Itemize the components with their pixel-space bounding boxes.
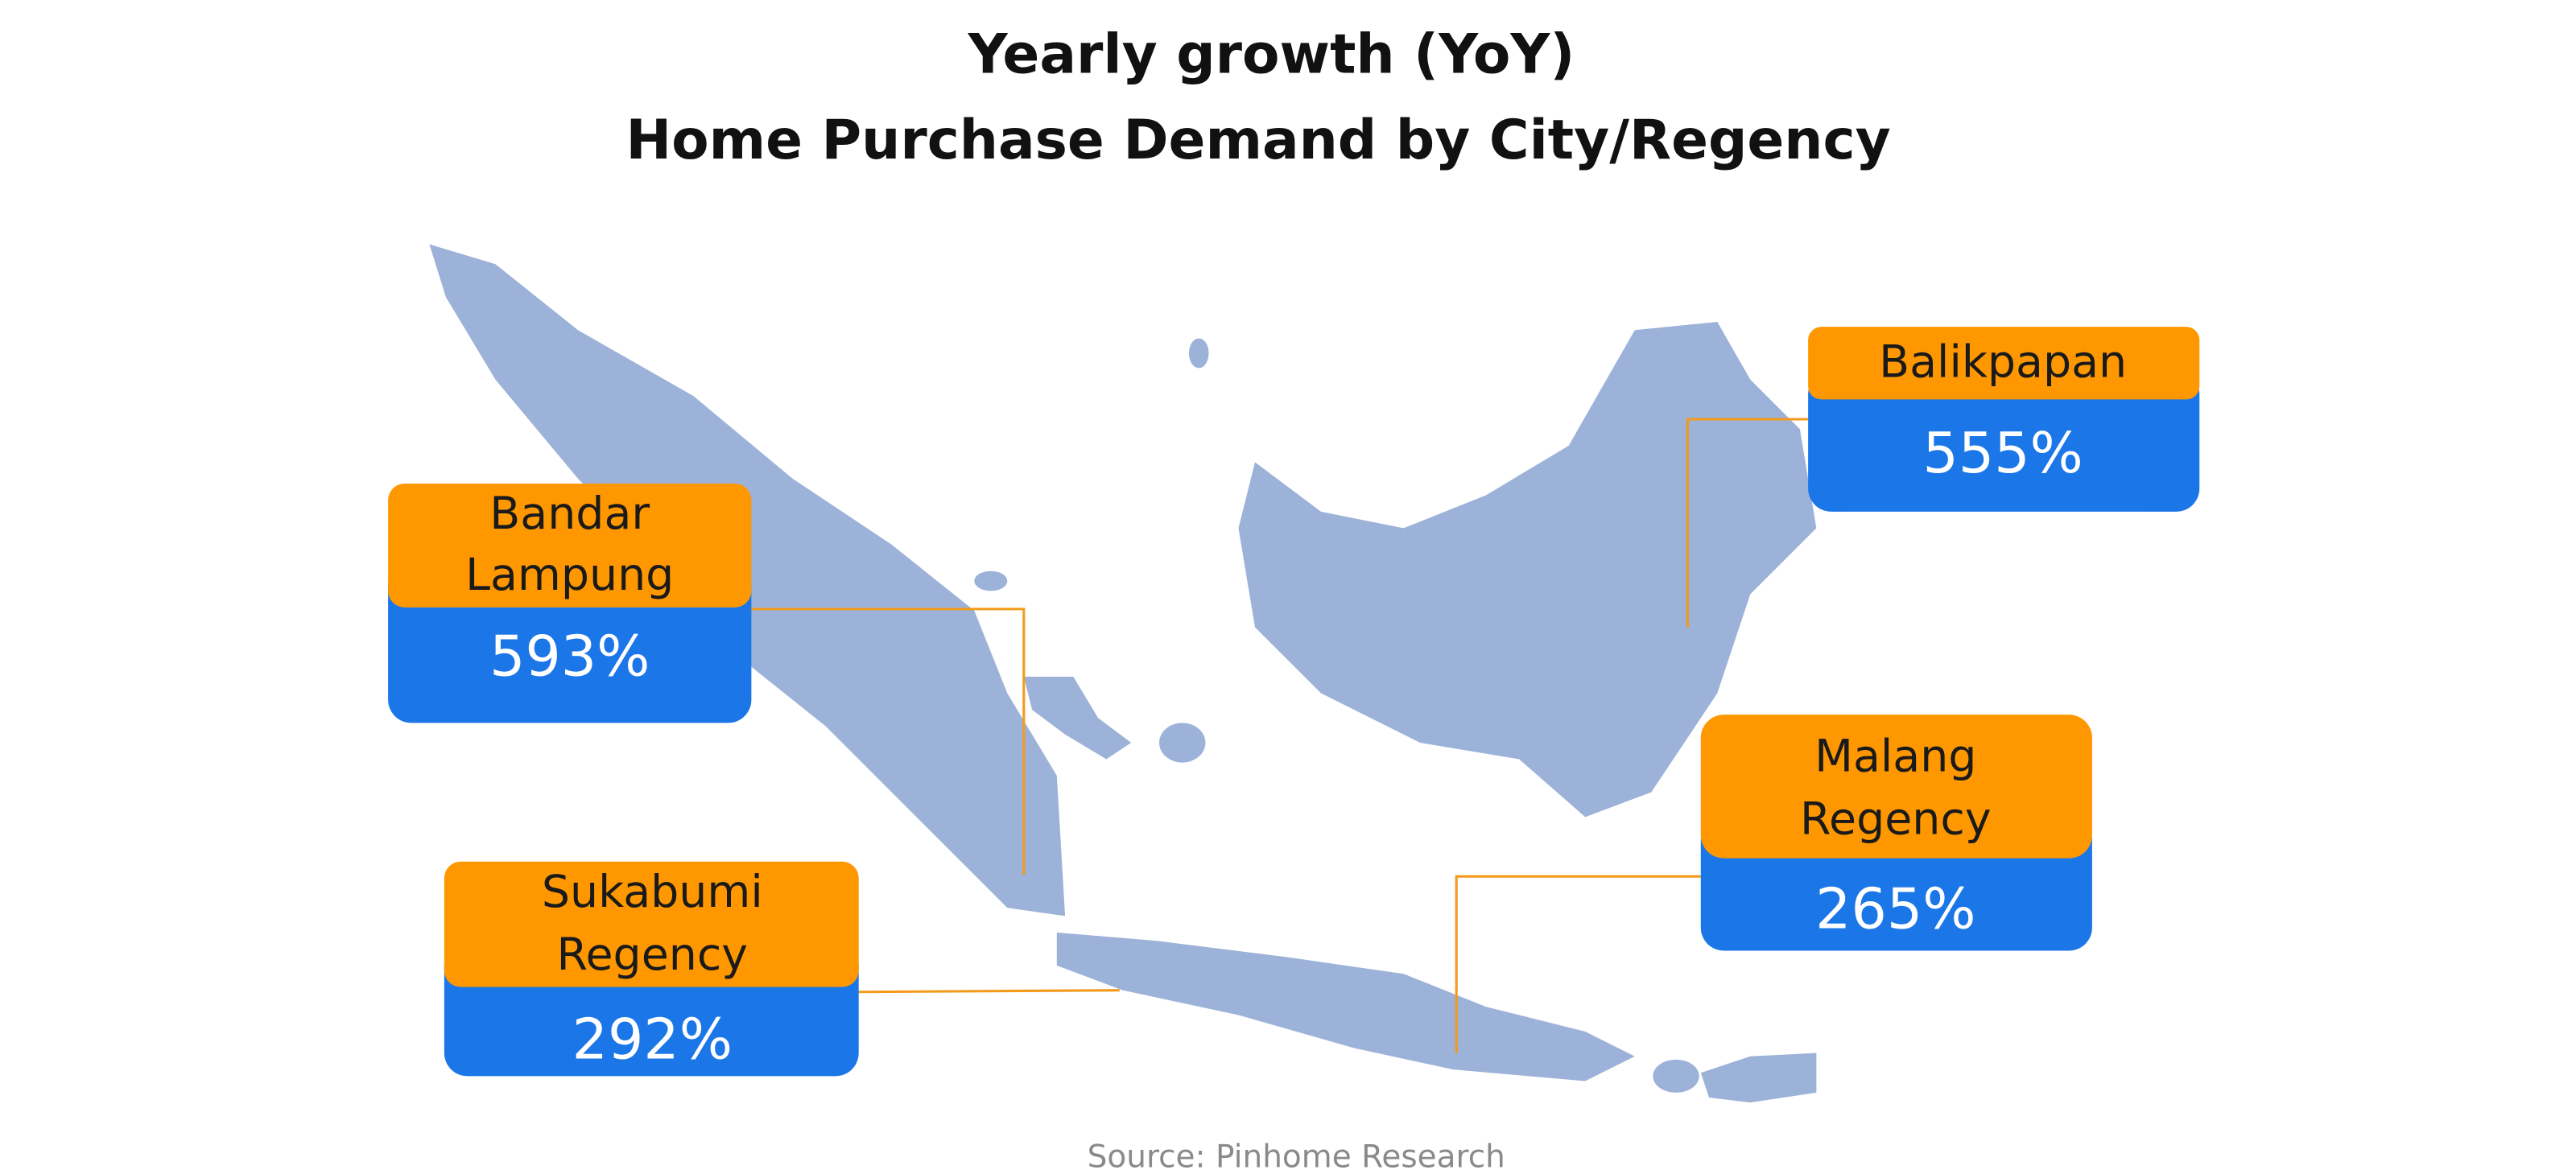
island bbox=[1700, 1052, 1817, 1103]
java bbox=[1056, 932, 1635, 1081]
island bbox=[1159, 723, 1206, 763]
connector bbox=[751, 608, 1026, 875]
callout-value: 593% bbox=[489, 624, 650, 690]
callout: Malang Regency 265% bbox=[1700, 715, 2092, 951]
callout-label: Regency bbox=[1800, 794, 1992, 846]
label-box bbox=[1700, 715, 2092, 859]
connector bbox=[1686, 418, 1809, 628]
island bbox=[1653, 1059, 1699, 1093]
callout: Bandar Lampung 593% bbox=[388, 483, 752, 723]
label-box bbox=[1808, 327, 2200, 400]
island bbox=[1188, 338, 1209, 369]
source: Source: Pinhome Research bbox=[1088, 1139, 1505, 1174]
callout-value: 292% bbox=[572, 1007, 733, 1072]
title-line: Home Purchase Demand by City/Regency bbox=[625, 108, 1890, 171]
title-line: Yearly growth (YoY) bbox=[968, 22, 1575, 85]
island bbox=[974, 571, 1008, 591]
callout-label: Malang bbox=[1814, 731, 1976, 783]
connectors bbox=[751, 418, 1809, 1053]
callout-label: Balikpapan bbox=[1879, 336, 2127, 388]
label-box bbox=[444, 861, 859, 987]
connector bbox=[1455, 875, 1701, 1053]
callout: Sukabumi Regency 292% bbox=[444, 861, 859, 1077]
label-box bbox=[388, 483, 752, 608]
callout-label: Bandar bbox=[489, 488, 650, 540]
bangka bbox=[1023, 676, 1132, 760]
callout-label: Regency bbox=[557, 929, 749, 981]
callout-label: Lampung bbox=[465, 550, 674, 601]
callout-label: Sukabumi bbox=[542, 867, 763, 918]
callout-value: 555% bbox=[1922, 421, 2083, 486]
value-box bbox=[1808, 371, 2200, 512]
callout: Balikpapan 555% bbox=[1808, 327, 2200, 512]
callout-value: 265% bbox=[1815, 876, 1975, 941]
connector bbox=[858, 989, 1120, 994]
borneo bbox=[1238, 321, 1817, 818]
